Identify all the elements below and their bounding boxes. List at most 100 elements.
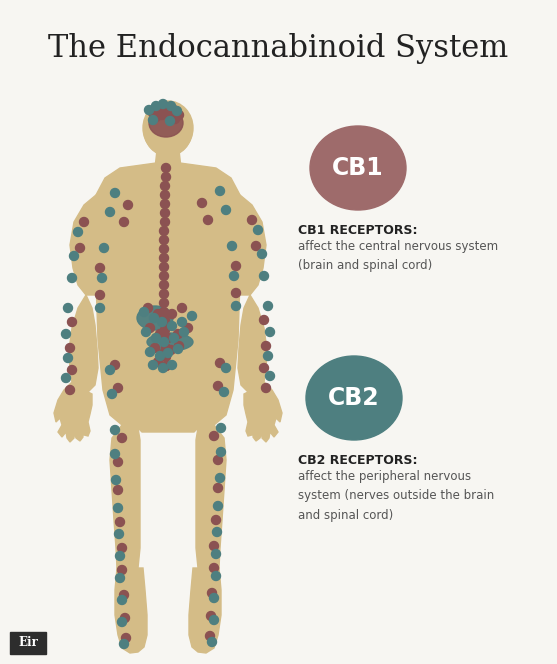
Text: affect the central nervous system
(brain and spinal cord): affect the central nervous system (brain… [298, 240, 498, 272]
Polygon shape [115, 568, 147, 653]
Circle shape [159, 313, 169, 323]
Circle shape [118, 566, 126, 574]
Circle shape [217, 424, 226, 432]
Circle shape [145, 323, 154, 333]
Ellipse shape [306, 356, 402, 440]
Circle shape [232, 288, 241, 297]
Circle shape [159, 100, 168, 108]
Polygon shape [54, 382, 92, 442]
Circle shape [212, 515, 221, 525]
Circle shape [160, 218, 169, 226]
Circle shape [183, 323, 193, 333]
Circle shape [209, 564, 218, 572]
Polygon shape [69, 295, 98, 392]
Circle shape [213, 483, 222, 493]
Circle shape [105, 207, 115, 216]
Circle shape [229, 272, 238, 280]
Circle shape [261, 384, 271, 392]
Circle shape [213, 456, 222, 465]
Circle shape [213, 527, 222, 537]
Circle shape [167, 102, 175, 110]
FancyBboxPatch shape [10, 632, 46, 654]
Circle shape [120, 218, 129, 226]
Circle shape [100, 244, 109, 252]
Text: CB1: CB1 [332, 156, 384, 180]
Circle shape [67, 317, 76, 327]
Ellipse shape [310, 126, 406, 210]
Circle shape [260, 363, 268, 373]
Circle shape [188, 311, 197, 321]
Circle shape [165, 110, 174, 120]
Circle shape [144, 106, 154, 114]
Circle shape [167, 345, 175, 355]
Circle shape [162, 361, 170, 371]
Circle shape [159, 262, 169, 272]
Circle shape [203, 216, 213, 224]
Circle shape [159, 236, 169, 244]
Circle shape [114, 503, 123, 513]
Circle shape [159, 272, 169, 280]
Circle shape [247, 216, 257, 224]
Circle shape [150, 343, 159, 353]
Circle shape [118, 544, 126, 552]
Circle shape [263, 351, 272, 361]
Circle shape [266, 371, 275, 380]
Circle shape [213, 501, 222, 511]
Circle shape [207, 612, 216, 620]
Polygon shape [96, 163, 240, 432]
Text: CB2: CB2 [328, 386, 380, 410]
Circle shape [159, 349, 168, 359]
Circle shape [120, 590, 129, 600]
Circle shape [168, 321, 177, 331]
Circle shape [178, 317, 187, 327]
Circle shape [66, 343, 75, 353]
Ellipse shape [149, 109, 183, 137]
Circle shape [169, 333, 178, 343]
Circle shape [162, 361, 170, 371]
Circle shape [219, 388, 228, 396]
Circle shape [160, 199, 169, 208]
Text: CB1 RECEPTORS:: CB1 RECEPTORS: [298, 224, 418, 237]
Circle shape [111, 475, 120, 485]
Circle shape [260, 272, 268, 280]
Circle shape [159, 307, 169, 317]
Circle shape [162, 173, 170, 181]
Circle shape [232, 262, 241, 270]
Circle shape [162, 343, 170, 353]
Circle shape [216, 473, 224, 483]
Circle shape [95, 264, 105, 272]
Circle shape [141, 327, 150, 337]
Circle shape [263, 301, 272, 311]
Polygon shape [70, 195, 102, 295]
Circle shape [115, 552, 125, 560]
Circle shape [152, 102, 160, 110]
Circle shape [206, 631, 214, 641]
Polygon shape [110, 425, 140, 568]
Circle shape [179, 327, 188, 337]
Circle shape [159, 290, 169, 299]
Circle shape [155, 351, 164, 361]
Circle shape [209, 432, 218, 440]
Circle shape [110, 426, 120, 434]
Circle shape [159, 254, 169, 262]
Circle shape [260, 315, 268, 325]
Circle shape [165, 116, 174, 125]
Circle shape [222, 205, 231, 214]
Circle shape [208, 637, 217, 647]
Ellipse shape [137, 306, 173, 330]
Circle shape [232, 301, 241, 311]
Circle shape [118, 596, 126, 604]
Circle shape [173, 345, 183, 353]
Circle shape [145, 347, 154, 357]
Circle shape [160, 208, 169, 218]
Circle shape [266, 327, 275, 337]
Circle shape [209, 542, 218, 550]
Circle shape [159, 337, 169, 347]
Circle shape [160, 325, 169, 335]
Text: CB2 RECEPTORS:: CB2 RECEPTORS: [298, 454, 418, 467]
Circle shape [63, 353, 72, 363]
Circle shape [222, 363, 231, 373]
Circle shape [217, 448, 226, 457]
Circle shape [216, 187, 224, 195]
Circle shape [155, 104, 164, 114]
